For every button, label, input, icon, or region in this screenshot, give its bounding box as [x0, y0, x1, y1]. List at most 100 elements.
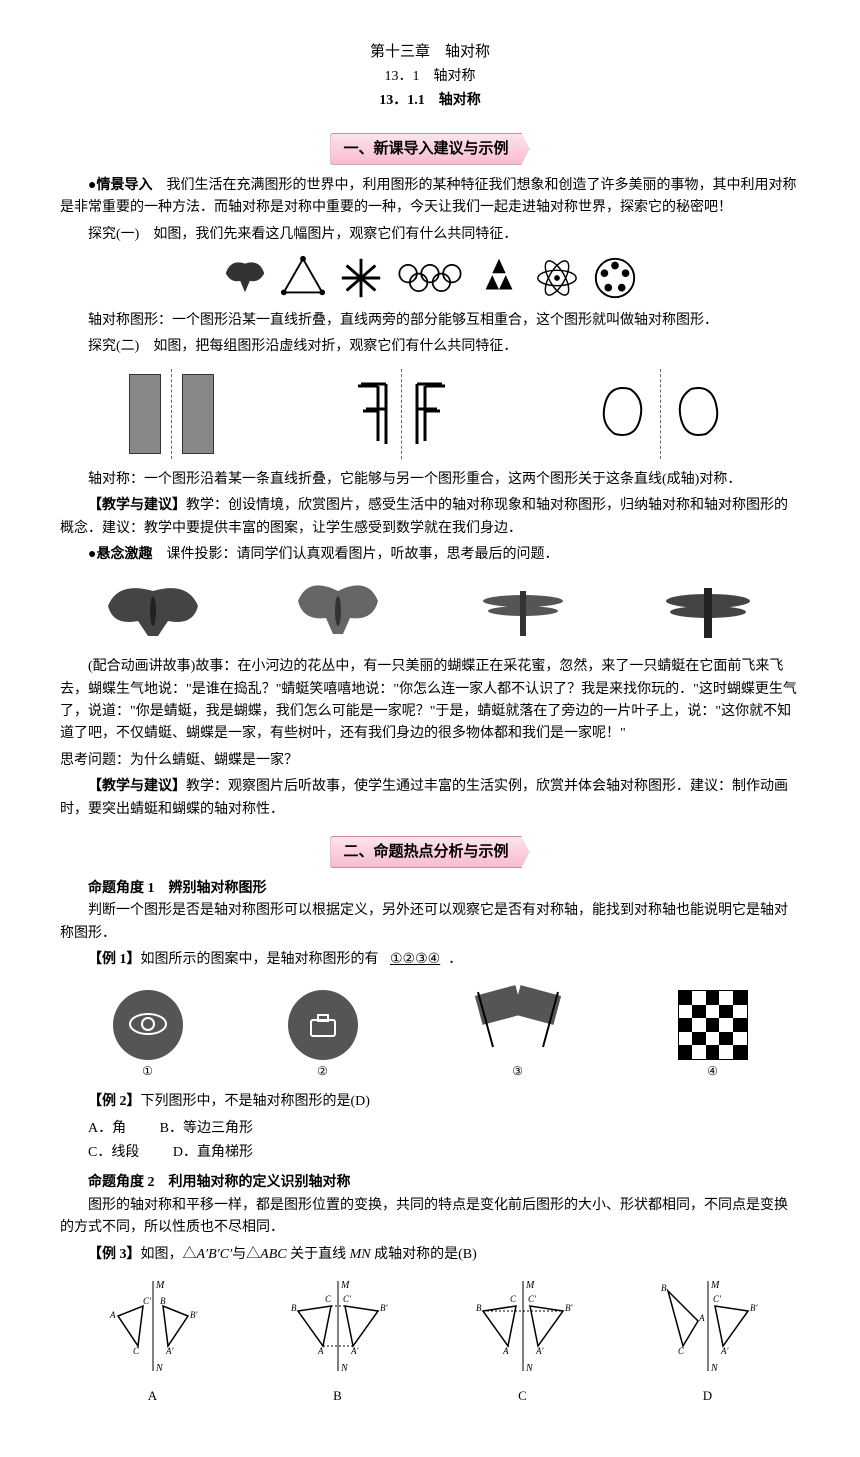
svg-text:A': A' [350, 1346, 359, 1356]
svg-text:B: B [661, 1283, 667, 1293]
svg-text:B': B' [565, 1303, 573, 1313]
ex2-options: A．角 B．等边三角形 C．线段 D．直角梯形 [60, 1118, 800, 1165]
dragonfly-2 [648, 576, 768, 646]
fold-pairs-row [60, 369, 800, 459]
geo-label-c: C [468, 1386, 578, 1407]
svg-text:C: C [133, 1346, 140, 1356]
example-1: 【例 1】如图所示的图案中，是轴对称图形的有 ①②③④． [60, 949, 800, 971]
rect-pair-group [129, 369, 214, 459]
symmetry-icons-row [60, 254, 800, 302]
ex3-label: 【例 3】 [88, 1247, 141, 1262]
example-2: 【例 2】下列图形中，不是轴对称图形的是(D) [60, 1091, 800, 1113]
star-icon [337, 254, 385, 302]
triangle-icon [279, 254, 327, 302]
geo-diagrams: M N A C' C B' B A' A M N BCA B'C'A' B M N [60, 1276, 800, 1407]
svg-text:N: N [525, 1363, 534, 1374]
ex1-text: 如图所示的图案中，是轴对称图形的有 [141, 952, 379, 967]
geo-a: M N AC'C B'BA' A [98, 1276, 208, 1407]
advice-2-label: 【教学与建议】 [88, 779, 186, 794]
img-num-3: ③ [463, 1062, 573, 1081]
svg-text:B: B [160, 1296, 166, 1306]
svg-text:M: M [525, 1280, 535, 1291]
document-header: 第十三章 轴对称 13．1 轴对称 13．1.1 轴对称 [60, 40, 800, 113]
ex3-mn: MN [350, 1247, 371, 1262]
fold-line-3 [660, 369, 661, 459]
svg-text:C': C' [713, 1294, 722, 1304]
option-c: C．线段 [88, 1142, 139, 1164]
lead-label: 情景导入 [88, 178, 152, 193]
svg-text:B: B [476, 1303, 482, 1313]
svg-text:B': B' [750, 1303, 758, 1313]
ex2-text: 下列图形中，不是轴对称图形的是(D) [141, 1094, 370, 1109]
img-num-2: ② [288, 1062, 358, 1081]
ex3-mid2: 关于直线 [287, 1247, 350, 1262]
svg-text:A: A [698, 1313, 705, 1323]
dragonfly-1 [463, 576, 583, 646]
blob-right [671, 374, 731, 454]
flower-icon [591, 254, 639, 302]
advice-2: 【教学与建议】教学：观察图片后听故事，使学生通过丰富的生活实例，欣赏并体会轴对称… [60, 776, 800, 821]
svg-text:B': B' [190, 1310, 198, 1320]
blob-left [590, 374, 650, 454]
svg-text:M: M [710, 1280, 720, 1291]
geo-d: M N BAC B'C'A' D [653, 1276, 763, 1407]
ex1-img-4: ④ [678, 990, 748, 1081]
checkerboard-icon [678, 990, 748, 1060]
example-1-images: ① ② ③ ④ [60, 982, 800, 1082]
section-banner-2: 二、命题热点分析与示例 [60, 836, 800, 868]
rect-left [129, 374, 161, 454]
f-pair-group [351, 369, 452, 459]
crossed-flags-icon [463, 982, 573, 1052]
chapter-title: 第十三章 轴对称 [60, 40, 800, 64]
story: (配合动画讲故事)故事：在小河边的花丛中，有一只美丽的蝴蝶正在采花蜜，忽然，来了… [60, 656, 800, 746]
mitsubishi-icon [475, 254, 523, 302]
lead-text: 我们生活在充满图形的世界中，利用图形的某种特征我们想象和创造了许多美丽的事物，其… [60, 178, 796, 215]
svg-text:C': C' [143, 1296, 152, 1306]
ex1-label: 【例 1】 [88, 952, 141, 967]
topic-2-desc: 图形的轴对称和平移一样，都是图形位置的变换，共同的特点是变化前后图形的大小、形状… [60, 1195, 800, 1240]
geo-label-b: B [283, 1386, 393, 1407]
svg-text:A': A' [720, 1346, 729, 1356]
img-num-4: ④ [678, 1062, 748, 1081]
definition-2: 轴对称：一个图形沿着某一条直线折叠，它能够与另一个图形重合，这两个图形关于这条直… [60, 469, 800, 491]
butterfly-2 [278, 576, 398, 646]
ex3-end: 成轴对称的是(B) [371, 1247, 477, 1262]
svg-text:N: N [340, 1363, 349, 1374]
f-left [351, 374, 391, 454]
svg-text:A': A' [535, 1346, 544, 1356]
briefcase-circle-icon [288, 990, 358, 1060]
option-d: D．直角梯形 [173, 1142, 253, 1164]
ex1-end: ． [448, 952, 462, 967]
svg-text:A': A' [165, 1346, 174, 1356]
section-banner-1: 一、新课导入建议与示例 [60, 133, 800, 165]
svg-text:M: M [340, 1280, 350, 1291]
intro-paragraph: 情景导入 我们生活在充满图形的世界中，利用图形的某种特征我们想象和创造了许多美丽… [60, 175, 800, 220]
option-b: B．等边三角形 [160, 1118, 253, 1140]
banner-text: 一、新课导入建议与示例 [330, 133, 529, 165]
svg-text:B': B' [380, 1303, 388, 1313]
topic-1-desc: 判断一个图形是否是轴对称图形可以根据定义，另外还可以观察它是否有对称轴，能找到对… [60, 900, 800, 945]
svg-text:M: M [155, 1280, 165, 1291]
eye-circle-icon [113, 990, 183, 1060]
explore-2: 探究(二) 如图，把每组图形沿虚线对折，观察它们有什么共同特征． [60, 336, 800, 358]
butterfly-icon [221, 254, 269, 302]
svg-text:C: C [678, 1346, 685, 1356]
geo-b: M N BCA B'C'A' B [283, 1276, 393, 1407]
svg-text:A: A [502, 1346, 509, 1356]
butterfly-row [60, 576, 800, 646]
fold-line-2 [401, 369, 402, 459]
olympic-rings-icon [395, 254, 465, 302]
rect-right [182, 374, 214, 454]
ex1-img-1: ① [113, 990, 183, 1081]
ex3-mid: 与△ [232, 1247, 260, 1262]
advice-1: 【教学与建议】教学：创设情境，欣赏图片，感受生活中的轴对称现象和轴对称图形，归纳… [60, 495, 800, 540]
ex1-img-3: ③ [463, 982, 573, 1082]
butterfly-1 [93, 576, 213, 646]
ex1-answer: ①②③④ [382, 952, 448, 967]
svg-text:C: C [510, 1294, 517, 1304]
suspense-text: 课件投影：请同学们认真观看图片，听故事，思考最后的问题． [152, 547, 558, 562]
svg-text:N: N [155, 1363, 164, 1374]
ex2-label: 【例 2】 [88, 1094, 141, 1109]
definition-1: 轴对称图形：一个图形沿某一直线折叠，直线两旁的部分能够互相重合，这个图形就叫做轴… [60, 310, 800, 332]
atom-icon [533, 254, 581, 302]
